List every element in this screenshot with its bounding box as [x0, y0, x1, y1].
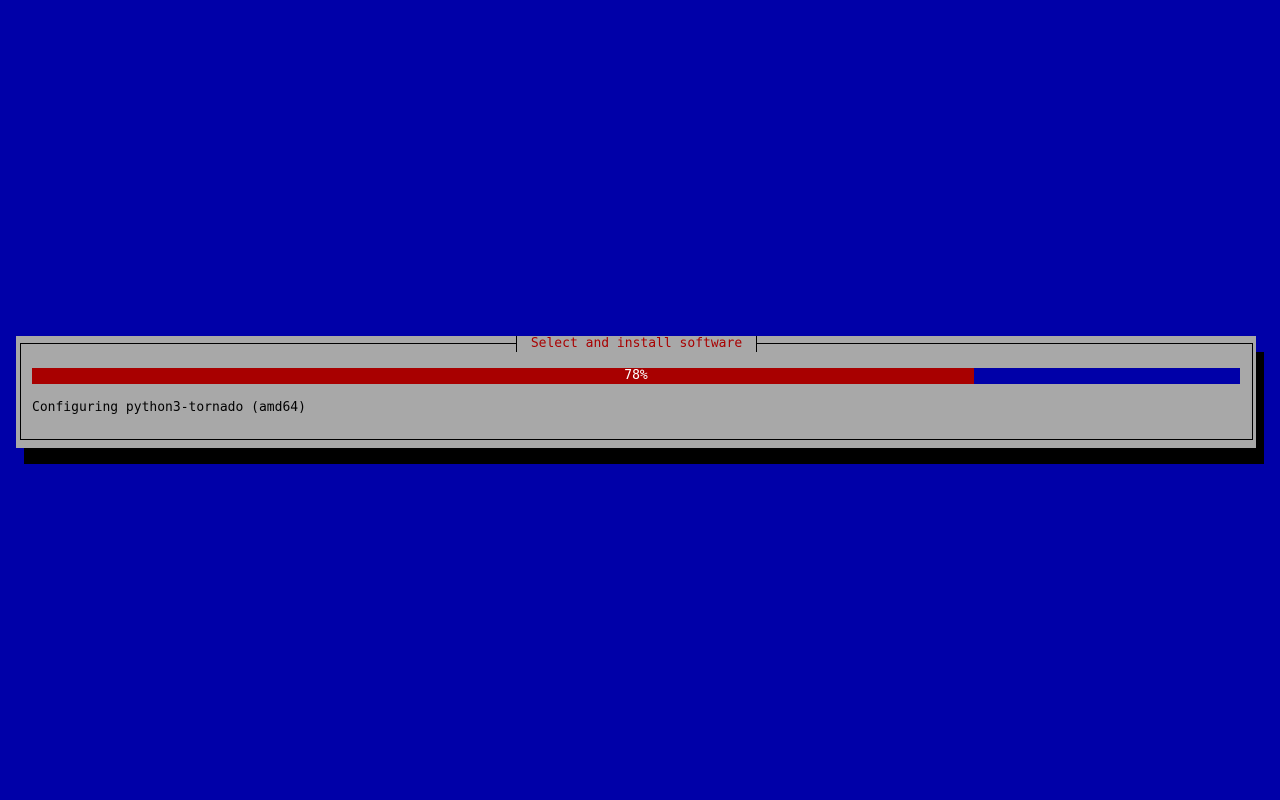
progress-dialog: Select and install software 78% Configur…: [16, 336, 1256, 448]
dialog-title-text: Select and install software: [530, 336, 743, 351]
progress-percent: 78%: [624, 368, 648, 383]
status-text: Configuring python3-tornado (amd64): [32, 400, 306, 415]
progress-fill: [32, 368, 975, 384]
dialog-title: Select and install software: [516, 336, 757, 352]
progress-bar: 78%: [32, 368, 1240, 384]
dialog-frame: [20, 343, 1253, 440]
